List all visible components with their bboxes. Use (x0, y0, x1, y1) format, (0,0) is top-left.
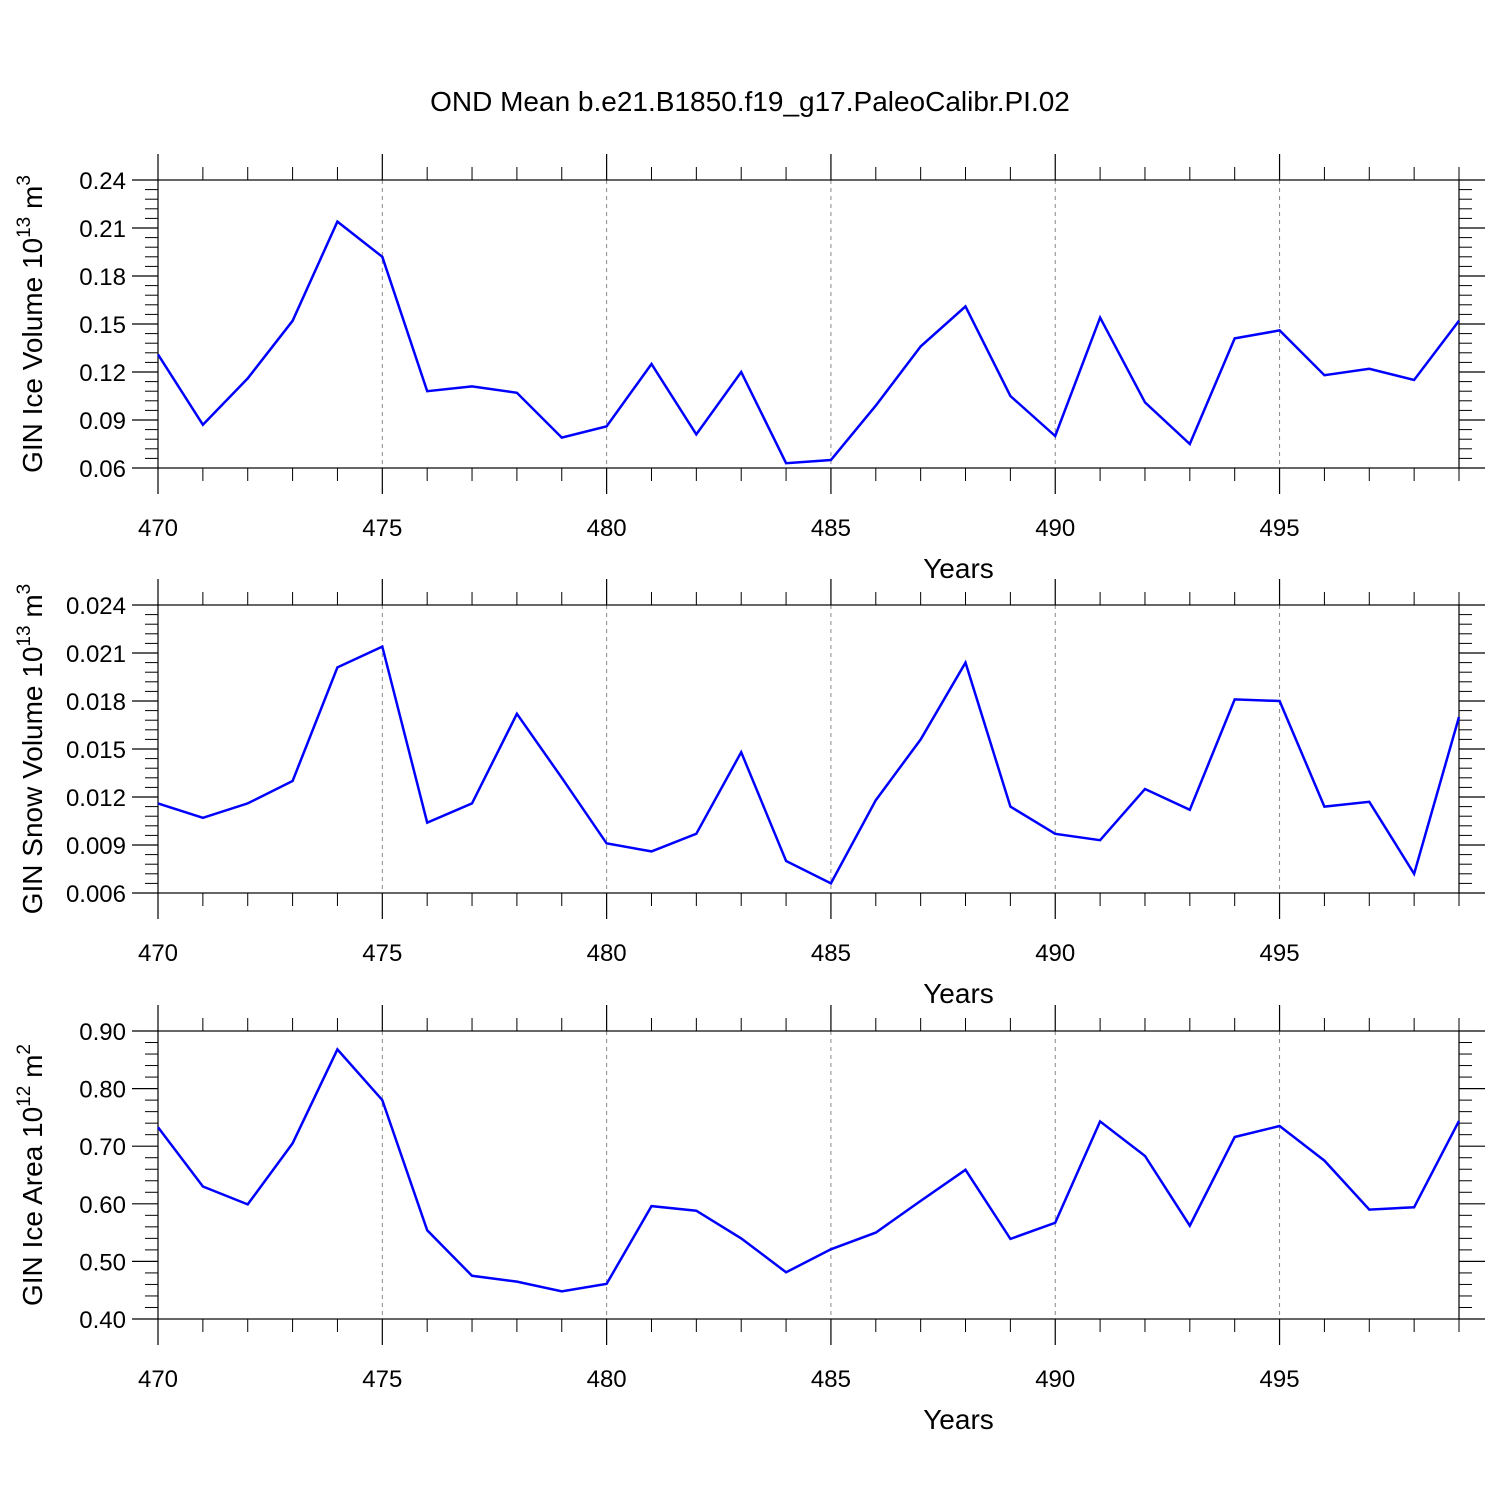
y-tick-label: 0.009 (66, 833, 126, 860)
x-tick-label: 495 (1260, 515, 1300, 542)
y-tick-label: 0.021 (66, 641, 126, 668)
x-axis-title: Years (923, 553, 994, 584)
x-tick-label: 480 (587, 1366, 627, 1393)
plot-frame (157, 179, 1460, 469)
y-tick-label: 0.018 (66, 689, 126, 716)
x-tick-label: 490 (1035, 515, 1075, 542)
y-tick-label: 0.006 (66, 881, 126, 908)
chart-title: OND Mean b.e21.B1850.f19_g17.PaleoCalibr… (430, 86, 1070, 117)
y-axis-title: GIN Snow Volume 1013 m3 (14, 584, 48, 915)
y-tick-label: 0.80 (79, 1077, 126, 1104)
x-tick-label: 490 (1035, 1366, 1075, 1393)
x-tick-label: 475 (362, 940, 402, 967)
x-tick-label: 480 (587, 940, 627, 967)
y-tick-label: 0.12 (79, 360, 126, 387)
y-tick-label: 0.60 (79, 1192, 126, 1219)
x-tick-label: 470 (138, 515, 178, 542)
x-tick-label: 485 (811, 1366, 851, 1393)
y-tick-label: 0.012 (66, 785, 126, 812)
x-tick-label: 475 (362, 1366, 402, 1393)
y-tick-label: 0.15 (79, 312, 126, 339)
x-tick-label: 495 (1260, 940, 1300, 967)
y-tick-label: 0.40 (79, 1307, 126, 1334)
y-axis-title: GIN Ice Area 1012 m2 (14, 1044, 48, 1306)
y-tick-label: 0.024 (66, 593, 126, 620)
x-tick-label: 480 (587, 515, 627, 542)
series-line (157, 1047, 1461, 1293)
plot-frame (157, 1030, 1460, 1320)
y-tick-label: 0.015 (66, 737, 126, 764)
y-axis-title: GIN Ice Volume 1013 m3 (14, 175, 48, 473)
plot-frame (157, 604, 1460, 894)
x-axis-title: Years (923, 1404, 994, 1435)
x-tick-label: 470 (138, 1366, 178, 1393)
x-tick-label: 475 (362, 515, 402, 542)
y-tick-label: 0.21 (79, 216, 126, 243)
chart-panel-3: 470 475 480 485 490 495 0.40 0.50 0.60 0.70 0.80 0.… (14, 1005, 1485, 1435)
x-tick-label: 485 (811, 940, 851, 967)
chart-panel-2: 470 475 480 485 490 495 0.006 0.009 0.012 0.015 0.… (14, 579, 1485, 1009)
series-line (156, 219, 1460, 465)
x-tick-label: 485 (811, 515, 851, 542)
y-tick-label: 0.24 (79, 168, 126, 195)
y-tick-label: 0.06 (79, 456, 126, 483)
chart-panel-1: 470 475 480 485 490 495 0.06 0.09 0.12 0.15 0.18 0.… (14, 154, 1485, 584)
x-tick-label: 490 (1035, 940, 1075, 967)
y-tick-label: 0.09 (79, 408, 126, 435)
y-tick-label: 0.18 (79, 264, 126, 291)
y-tick-label: 0.70 (79, 1134, 126, 1161)
y-tick-label: 0.90 (79, 1019, 126, 1046)
x-tick-label: 470 (138, 940, 178, 967)
series-line (157, 644, 1461, 886)
x-tick-label: 495 (1260, 1366, 1300, 1393)
y-tick-label: 0.50 (79, 1249, 126, 1276)
x-axis-title: Years (923, 978, 994, 1009)
